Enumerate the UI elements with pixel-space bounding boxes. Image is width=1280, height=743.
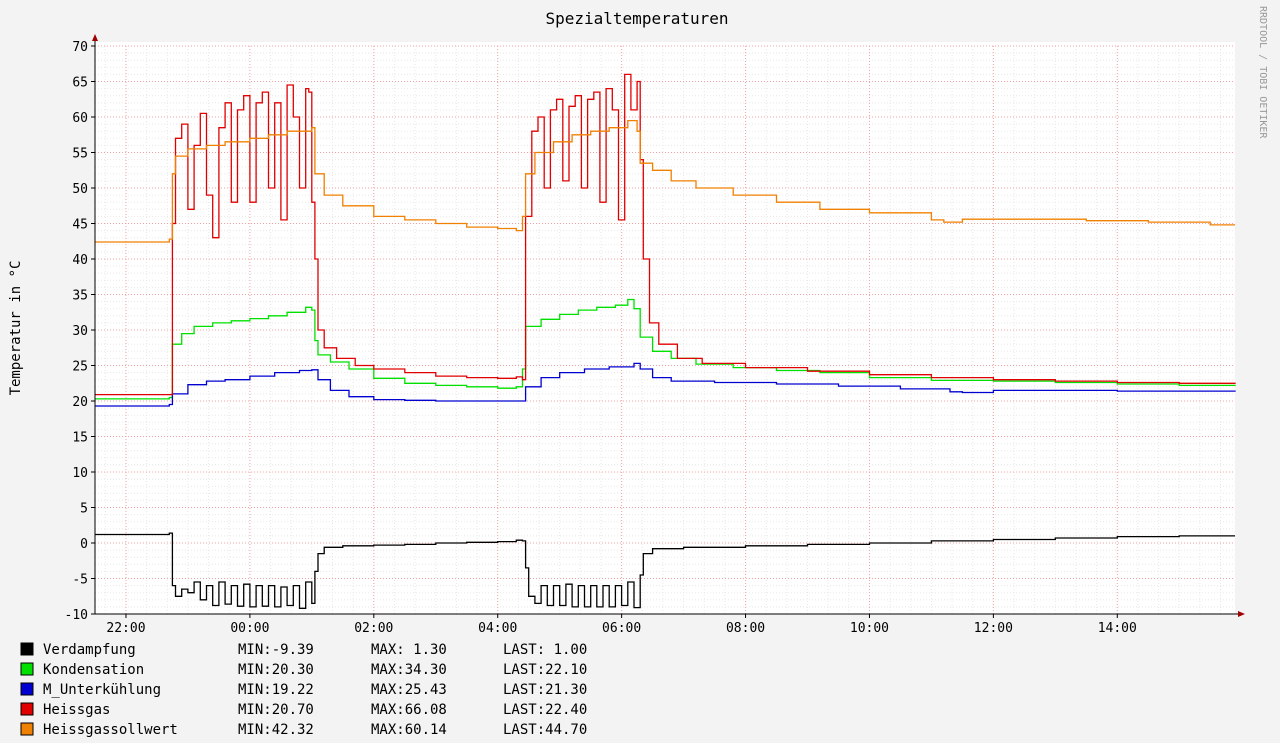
y-tick-label: 15: [72, 431, 88, 446]
legend-entry-name: M_Unterkühlung: [43, 682, 161, 698]
legend-entry-name: Heissgassollwert: [43, 722, 178, 738]
legend-min: MIN:-9.39: [238, 642, 314, 658]
x-tick-labels: 22:00 00:00 02:00 04:00 06:00 08:00 10:00 12:00…: [106, 614, 1137, 636]
legend-swatch: [20, 662, 34, 676]
y-tick-label: 35: [72, 289, 88, 304]
legend-swatch: [20, 722, 34, 736]
series-line-heissgas: [95, 73, 1236, 396]
legend-last: LAST:21.30: [503, 682, 587, 698]
y-tick-labels: -10 -5 0 5 10 15 20 25 30 35 40 45 50 55 60 65 70: [65, 40, 95, 623]
legend-max: MAX:60.14: [371, 722, 447, 738]
y-tick-label: 20: [72, 395, 88, 410]
legend-last: LAST:22.40: [503, 702, 587, 718]
x-tick-label: 00:00: [230, 621, 269, 636]
y-tick-label: 10: [72, 466, 88, 481]
legend-entry-name: Kondensation: [43, 662, 144, 678]
legend-max: MAX: 1.30: [371, 642, 447, 658]
y-tick-label: 50: [72, 182, 88, 197]
y-axis-arrow: [92, 34, 98, 41]
y-tick-label: -10: [65, 608, 88, 623]
legend-min: MIN:42.32: [238, 722, 314, 738]
y-tick-label: 5: [80, 502, 88, 517]
legend-entry-name: Heissgas: [43, 702, 110, 718]
legend-last: LAST: 1.00: [503, 642, 587, 658]
y-tick-label: 30: [72, 324, 88, 339]
x-tick-label: 10:00: [850, 621, 889, 636]
x-tick-label: 06:00: [602, 621, 641, 636]
y-tick-label: 40: [72, 253, 88, 268]
y-tick-label: 60: [72, 111, 88, 126]
legend-entry-name: Verdampfung: [43, 642, 136, 658]
y-axis-label: Temperatur in °C: [8, 261, 24, 396]
series-line-heissgassollwert: [95, 119, 1235, 243]
legend-swatch: [20, 702, 34, 716]
x-tick-label: 14:00: [1098, 621, 1137, 636]
legend-max: MAX:25.43: [371, 682, 447, 698]
y-tick-label: 55: [72, 147, 88, 162]
x-axis-arrow: [1238, 611, 1245, 617]
series-lines: [95, 73, 1236, 609]
legend-min: MIN:20.30: [238, 662, 314, 678]
y-tick-label: 70: [72, 40, 88, 55]
watermark: RRDTOOL / TOBI OETIKER: [1257, 6, 1268, 139]
legend-swatch: [20, 642, 34, 656]
x-tick-label: 08:00: [726, 621, 765, 636]
legend-min: MIN:19.22: [238, 682, 314, 698]
x-tick-label: 02:00: [354, 621, 393, 636]
legend-max: MAX:66.08: [371, 702, 447, 718]
y-tick-label: 45: [72, 218, 88, 233]
series-line-verdampfung: [95, 532, 1235, 609]
x-tick-label: 12:00: [974, 621, 1013, 636]
plot-area: [95, 42, 1235, 614]
x-tick-label: 04:00: [478, 621, 517, 636]
legend-max: MAX:34.30: [371, 662, 447, 678]
y-tick-label: -5: [72, 573, 88, 588]
y-tick-label: 0: [80, 537, 88, 552]
legend-swatch: [20, 682, 34, 696]
series-line-m-unterk-hlung: [95, 362, 1236, 407]
x-tick-label: 22:00: [106, 621, 145, 636]
y-tick-label: 25: [72, 360, 88, 375]
chart-title: Spezialtemperaturen: [545, 9, 728, 28]
legend: Verdampfung MIN:-9.39 MAX: 1.30 LAST: 1.00 K…: [20, 642, 587, 738]
axes: [92, 34, 1245, 617]
legend-min: MIN:20.70: [238, 702, 314, 718]
legend-last: LAST:44.70: [503, 722, 587, 738]
legend-last: LAST:22.10: [503, 662, 587, 678]
y-tick-label: 65: [72, 76, 88, 91]
